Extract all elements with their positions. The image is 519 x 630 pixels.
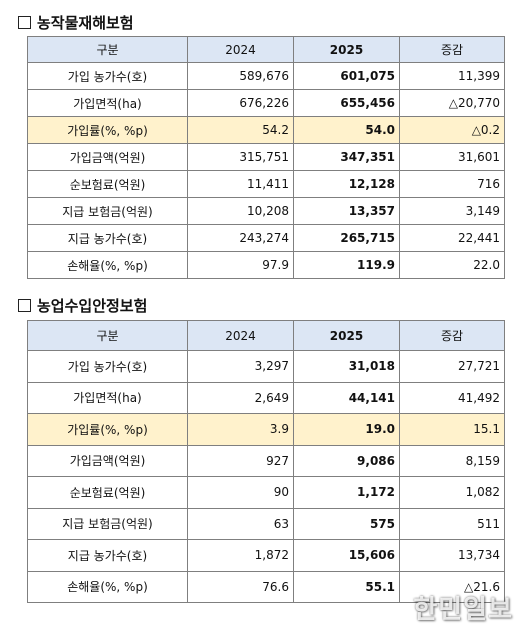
table-row: 손해율(%, %p) 97.9 119.9 22.0 (27, 251, 505, 279)
row-label: 가입률(%, %p) (27, 116, 188, 144)
section-title-text: 농작물재해보험 (37, 14, 134, 32)
value-2024: 927 (187, 444, 294, 477)
value-2025: 12,128 (293, 170, 400, 198)
value-2025: 119.9 (293, 251, 400, 279)
value-2025: 347,351 (293, 143, 400, 171)
value-change: 11,399 (399, 62, 505, 90)
table-row: 손해율(%, %p) 76.6 55.1 △21.6 (27, 570, 505, 603)
table-row: 가입면적(ha) 2,649 44,141 41,492 (27, 381, 505, 414)
value-change: △20,770 (399, 89, 505, 117)
value-2024: 315,751 (187, 143, 294, 171)
row-label: 지급 농가수(호) (27, 224, 188, 252)
header-change: 증감 (399, 320, 505, 351)
value-2025: 575 (293, 507, 400, 540)
section-title-crop-insurance: 농작물재해보험 (18, 12, 134, 33)
value-change: 22,441 (399, 224, 505, 252)
table-row: 가입면적(ha) 676,226 655,456 △20,770 (27, 89, 505, 117)
row-label: 가입면적(ha) (27, 381, 188, 414)
row-label: 가입 농가수(호) (27, 62, 188, 90)
value-2025: 19.0 (293, 413, 400, 446)
value-2024: 11,411 (187, 170, 294, 198)
value-2025: 9,086 (293, 444, 400, 477)
header-2025: 2025 (293, 36, 400, 63)
value-2024: 589,676 (187, 62, 294, 90)
table-row-highlighted: 가입률(%, %p) 3.9 19.0 15.1 (27, 413, 505, 446)
row-label: 가입금액(억원) (27, 143, 188, 171)
header-2025: 2025 (293, 320, 400, 351)
value-2024: 3.9 (187, 413, 294, 446)
value-2024: 1,872 (187, 539, 294, 572)
value-change: 511 (399, 507, 505, 540)
value-change: 1,082 (399, 476, 505, 509)
value-2025: 655,456 (293, 89, 400, 117)
row-label: 가입률(%, %p) (27, 413, 188, 446)
value-2024: 243,274 (187, 224, 294, 252)
table-row: 순보험료(억원) 11,411 12,128 716 (27, 170, 505, 198)
value-change: 13,734 (399, 539, 505, 572)
row-label: 순보험료(억원) (27, 476, 188, 509)
value-change: 22.0 (399, 251, 505, 279)
table-header-row: 구분 2024 2025 증감 (27, 36, 505, 63)
row-label: 손해율(%, %p) (27, 570, 188, 603)
value-2025: 54.0 (293, 116, 400, 144)
row-label: 지급 보험금(억원) (27, 197, 188, 225)
value-2024: 54.2 (187, 116, 294, 144)
value-change: △0.2 (399, 116, 505, 144)
table-row: 가입금액(억원) 927 9,086 8,159 (27, 444, 505, 477)
header-change: 증감 (399, 36, 505, 63)
section-title-text: 농업수입안정보험 (37, 297, 148, 315)
value-2025: 13,357 (293, 197, 400, 225)
value-2025: 31,018 (293, 350, 400, 383)
row-label: 지급 농가수(호) (27, 539, 188, 572)
income-insurance-table: 구분 2024 2025 증감 가입 농가수(호) 3,297 31,018 2… (27, 320, 505, 603)
value-2024: 10,208 (187, 197, 294, 225)
table-row-highlighted: 가입률(%, %p) 54.2 54.0 △0.2 (27, 116, 505, 144)
table-row: 가입 농가수(호) 589,676 601,075 11,399 (27, 62, 505, 90)
value-change: 15.1 (399, 413, 505, 446)
value-change: 8,159 (399, 444, 505, 477)
table-header-row: 구분 2024 2025 증감 (27, 320, 505, 351)
value-change: 31,601 (399, 143, 505, 171)
header-category: 구분 (27, 320, 188, 351)
table-row: 지급 보험금(억원) 10,208 13,357 3,149 (27, 197, 505, 225)
row-label: 지급 보험금(억원) (27, 507, 188, 540)
value-change: 27,721 (399, 350, 505, 383)
value-2024: 3,297 (187, 350, 294, 383)
row-label: 순보험료(억원) (27, 170, 188, 198)
value-2024: 76.6 (187, 570, 294, 603)
value-2024: 676,226 (187, 89, 294, 117)
value-change: 716 (399, 170, 505, 198)
header-category: 구분 (27, 36, 188, 63)
value-2025: 15,606 (293, 539, 400, 572)
value-change: 41,492 (399, 381, 505, 414)
value-2025: 265,715 (293, 224, 400, 252)
header-2024: 2024 (187, 36, 294, 63)
value-2024: 97.9 (187, 251, 294, 279)
table-row: 가입 농가수(호) 3,297 31,018 27,721 (27, 350, 505, 383)
table-row: 지급 농가수(호) 1,872 15,606 13,734 (27, 539, 505, 572)
value-2025: 1,172 (293, 476, 400, 509)
table-row: 지급 보험금(억원) 63 575 511 (27, 507, 505, 540)
value-2024: 2,649 (187, 381, 294, 414)
value-2025: 55.1 (293, 570, 400, 603)
table-row: 가입금액(억원) 315,751 347,351 31,601 (27, 143, 505, 171)
row-label: 가입면적(ha) (27, 89, 188, 117)
watermark-logo: 한민일보 (413, 595, 513, 625)
value-2024: 90 (187, 476, 294, 509)
row-label: 가입금액(억원) (27, 444, 188, 477)
checkbox-square-icon (18, 16, 31, 29)
value-change: 3,149 (399, 197, 505, 225)
value-2025: 44,141 (293, 381, 400, 414)
header-2024: 2024 (187, 320, 294, 351)
value-2024: 63 (187, 507, 294, 540)
checkbox-square-icon (18, 299, 31, 312)
value-2025: 601,075 (293, 62, 400, 90)
crop-insurance-table: 구분 2024 2025 증감 가입 농가수(호) 589,676 601,07… (27, 36, 505, 279)
row-label: 가입 농가수(호) (27, 350, 188, 383)
table-row: 순보험료(억원) 90 1,172 1,082 (27, 476, 505, 509)
section-title-income-insurance: 농업수입안정보험 (18, 295, 147, 316)
table-row: 지급 농가수(호) 243,274 265,715 22,441 (27, 224, 505, 252)
value-change: △21.6 (399, 570, 505, 603)
row-label: 손해율(%, %p) (27, 251, 188, 279)
